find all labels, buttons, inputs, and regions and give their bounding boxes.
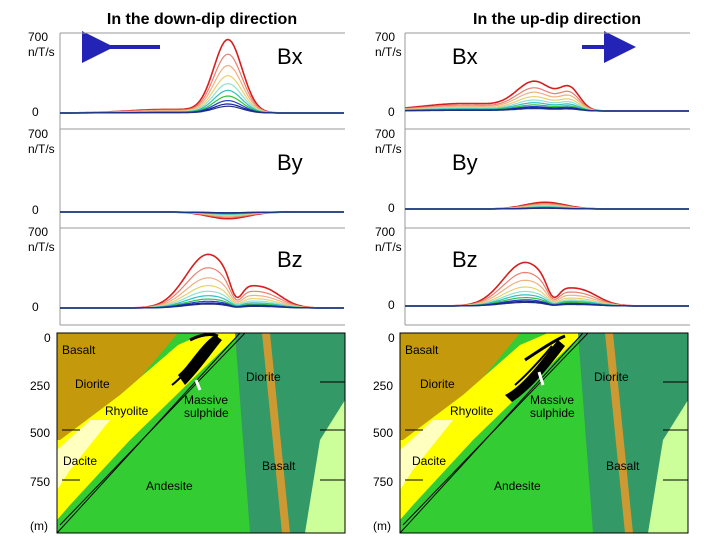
brown-unit-right <box>400 333 520 440</box>
bz-right-unit: n/T/s <box>375 240 402 254</box>
label-massive-left: Massive <box>184 393 228 407</box>
depth-left-500: 500 <box>30 426 50 440</box>
dacite-unit-left <box>57 420 110 490</box>
curve-down-dip-bx-ch10 <box>60 105 344 114</box>
bx-left-zero: 0 <box>32 105 39 119</box>
label-andesite-right: Andesite <box>494 479 541 493</box>
by-left-zero: 0 <box>32 203 39 217</box>
curves-bz-down-dip <box>60 253 344 309</box>
curves-by-down-dip <box>60 211 344 220</box>
curve-down-dip-bz-ch10 <box>60 303 344 309</box>
label-basalt-lower-left: Basalt <box>262 459 296 473</box>
depth-right-500: 500 <box>373 426 393 440</box>
basalt-dyke-left <box>262 333 290 533</box>
depth-right-0: 0 <box>388 331 395 345</box>
label-dacite-left: Dacite <box>63 454 97 468</box>
label-basalt-right: Basalt <box>405 343 439 357</box>
brown-unit-left <box>57 333 178 440</box>
by-right-label: By <box>452 150 478 175</box>
light-unit-left <box>305 400 345 533</box>
curves-bx-down-dip <box>59 38 344 114</box>
label-diorite-right: Diorite <box>420 377 455 391</box>
left-plots: 700 n/T/s 0 Bx 700 n/T/s 0 By 700 n/T/s … <box>28 30 345 326</box>
depth-right-750: 750 <box>373 475 393 489</box>
title-down-dip: In the down-dip direction <box>107 11 297 28</box>
basalt-dyke-right <box>605 333 633 533</box>
label-dacite-right: Dacite <box>412 454 446 468</box>
bz-right-max: 700 <box>375 225 395 239</box>
curves-by-up-dip <box>405 201 689 210</box>
by-left-label: By <box>277 150 303 175</box>
right-plots: 700 n/T/s 0 Bx 700 n/T/s 0 By 700 n/T/s … <box>375 30 690 326</box>
label-rhyolite-left: Rhyolite <box>105 404 149 418</box>
depth-left-unit: (m) <box>30 519 48 533</box>
geology-section-left: 0 250 500 750 (m) Basalt Diorite Rhyolit… <box>30 331 346 534</box>
bz-left-unit: n/T/s <box>28 240 55 254</box>
curves-bx-up-dip <box>404 80 689 112</box>
title-up-dip: In the up-dip direction <box>473 11 641 28</box>
by-left-max: 700 <box>28 127 48 141</box>
dacite-unit-right <box>400 420 453 490</box>
curve-up-dip-bx-ch10 <box>404 108 689 112</box>
bz-left-zero: 0 <box>32 300 39 314</box>
label-sulphide-right: sulphide <box>530 406 575 420</box>
massive-sulphide-left <box>178 335 222 385</box>
by-right-zero: 0 <box>388 201 395 215</box>
label-basalt-left: Basalt <box>62 343 96 357</box>
label-rhyolite-right: Rhyolite <box>450 404 494 418</box>
by-right-max: 700 <box>375 127 395 141</box>
curve-up-dip-bz-ch10 <box>405 301 689 307</box>
label-sulphide-left: sulphide <box>184 406 229 420</box>
bx-left-label: Bx <box>277 44 303 69</box>
label-diorite-left: Diorite <box>75 377 110 391</box>
label-massive-right: Massive <box>530 393 574 407</box>
bx-right-unit: n/T/s <box>375 45 402 59</box>
depth-left-250: 250 <box>30 379 50 393</box>
by-right-unit: n/T/s <box>375 142 402 156</box>
depth-right-unit: (m) <box>373 519 391 533</box>
depth-left-0: 0 <box>44 331 51 345</box>
depth-left-750: 750 <box>30 475 50 489</box>
curve-down-dip-by-ch10 <box>60 211 344 214</box>
bx-right-zero: 0 <box>388 105 395 119</box>
bx-left-unit: n/T/s <box>28 45 55 59</box>
label-andesite-left: Andesite <box>146 479 193 493</box>
depth-right-250: 250 <box>373 379 393 393</box>
label-diorite-dyke-left: Diorite <box>246 370 281 384</box>
bx-right-max: 700 <box>375 30 395 44</box>
bx-right-label: Bx <box>452 44 478 69</box>
bx-left-max: 700 <box>28 30 48 44</box>
bz-left-label: Bz <box>277 247 303 272</box>
light-unit-right <box>648 400 688 533</box>
curve-up-dip-by-ch10 <box>405 207 689 210</box>
massive-sulphide-right <box>505 340 565 402</box>
geology-section-right: 0 250 500 750 (m) Basalt Diorite Rhyolit… <box>373 331 689 534</box>
label-basalt-lower-right: Basalt <box>606 459 640 473</box>
label-diorite-dyke-right: Diorite <box>594 370 629 384</box>
bz-right-label: Bz <box>452 247 478 272</box>
bz-right-zero: 0 <box>388 298 395 312</box>
curves-bz-up-dip <box>405 261 689 307</box>
bz-left-max: 700 <box>28 225 48 239</box>
by-left-unit: n/T/s <box>28 142 55 156</box>
